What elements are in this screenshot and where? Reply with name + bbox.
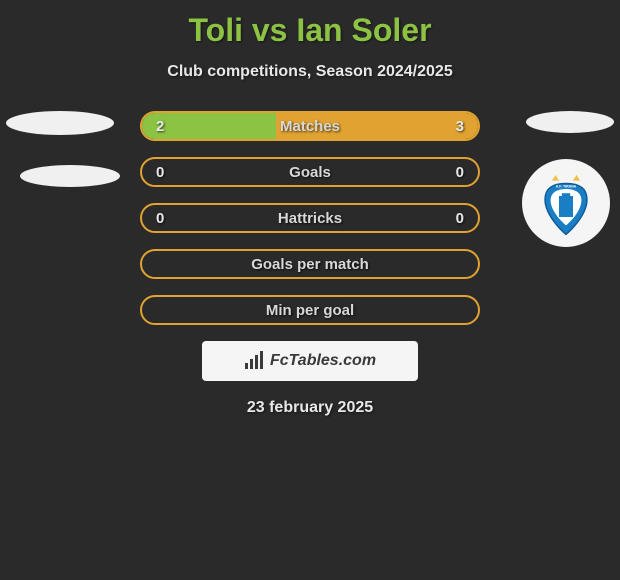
watermark[interactable]: FcTables.com xyxy=(202,341,418,381)
stat-row-min-per-goal: Min per goal xyxy=(140,295,480,325)
stat-value-right: 3 xyxy=(456,118,464,135)
stat-row-goals: 0 Goals 0 xyxy=(140,157,480,187)
svg-text:K.F. TIRANA: K.F. TIRANA xyxy=(556,185,577,189)
stat-value-left: 0 xyxy=(156,164,164,181)
stat-label: Goals per match xyxy=(251,256,369,273)
stat-label: Goals xyxy=(289,164,331,181)
club-badge: K.F. TIRANA xyxy=(522,159,610,247)
stat-row-matches: 2 Matches 3 xyxy=(140,111,480,141)
player-right-placeholder-1 xyxy=(526,111,614,133)
chart-icon xyxy=(244,351,264,371)
player-left-placeholder-2 xyxy=(20,165,120,187)
stat-row-hattricks: 0 Hattricks 0 xyxy=(140,203,480,233)
stats-area: K.F. TIRANA 2 Matches 3 0 Goals 0 0 Hattricks 0 G… xyxy=(0,111,620,325)
stat-value-right: 0 xyxy=(456,164,464,181)
stat-label: Matches xyxy=(280,118,340,135)
stat-value-right: 0 xyxy=(456,210,464,227)
page-title: Toli vs Ian Soler xyxy=(0,0,620,49)
stat-label: Hattricks xyxy=(278,210,342,227)
stat-label: Min per goal xyxy=(266,302,354,319)
subtitle: Club competitions, Season 2024/2025 xyxy=(0,63,620,81)
stat-value-left: 0 xyxy=(156,210,164,227)
club-badge-icon: K.F. TIRANA xyxy=(531,168,601,238)
stat-row-goals-per-match: Goals per match xyxy=(140,249,480,279)
date-line: 23 february 2025 xyxy=(0,399,620,417)
watermark-text: FcTables.com xyxy=(270,352,376,370)
player-left-placeholder-1 xyxy=(6,111,114,135)
stat-rows: 2 Matches 3 0 Goals 0 0 Hattricks 0 Goals per mat… xyxy=(140,111,480,325)
stat-value-left: 2 xyxy=(156,118,164,135)
